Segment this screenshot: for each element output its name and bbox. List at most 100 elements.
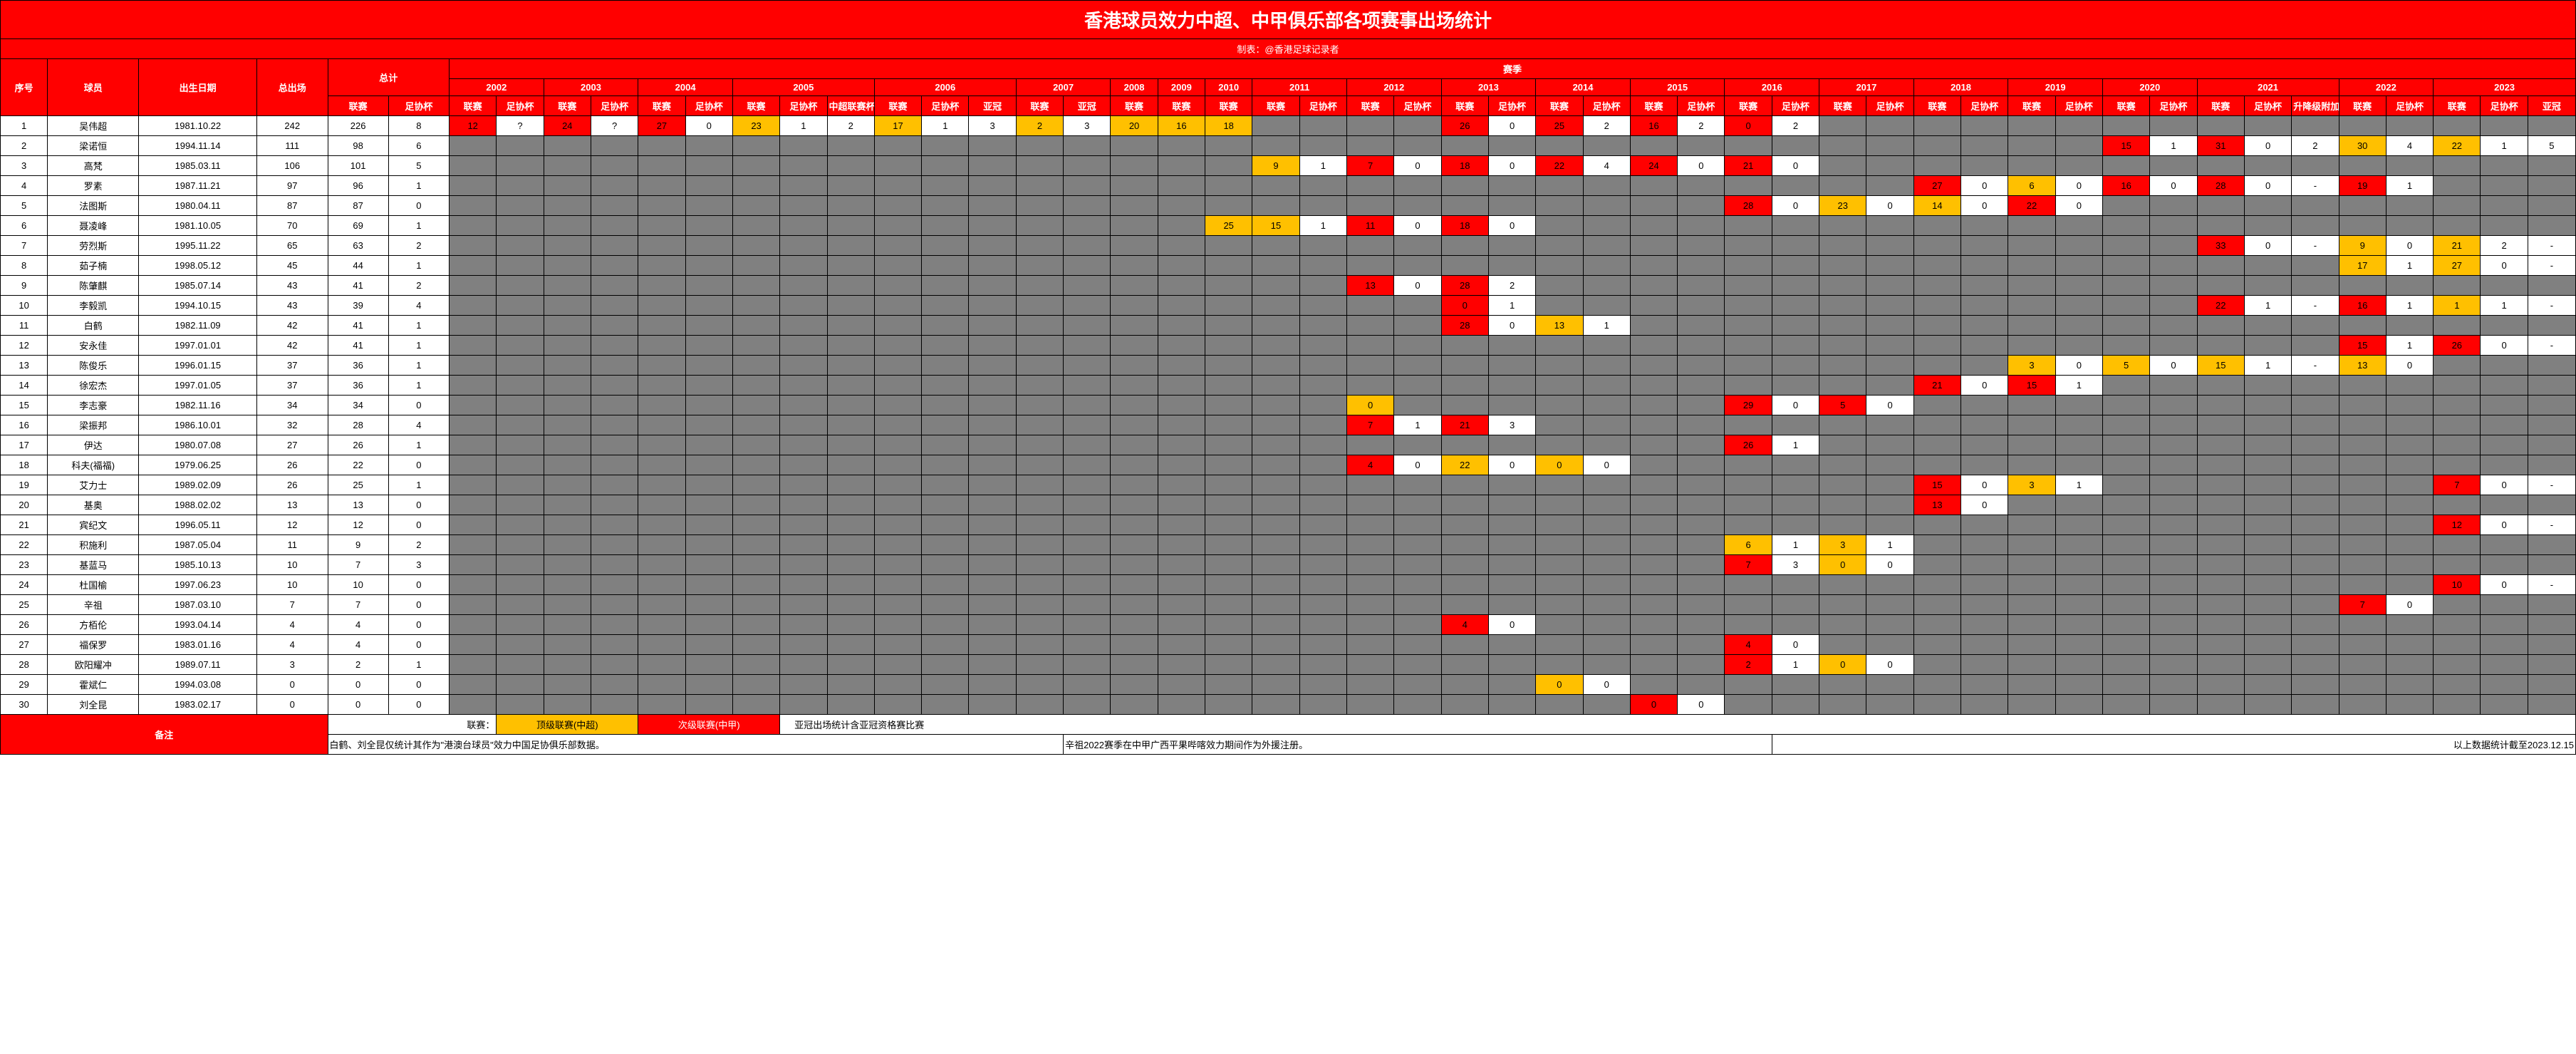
sub-2002-0: 联赛	[450, 96, 497, 116]
dob: 1998.05.12	[139, 256, 257, 276]
empty-cell	[2102, 495, 2149, 515]
empty-cell	[2434, 655, 2481, 675]
empty-cell	[1819, 415, 1866, 435]
empty-cell	[874, 356, 921, 376]
cell: 22	[1536, 156, 1583, 176]
empty-cell	[827, 196, 874, 216]
year-2017: 2017	[1819, 79, 1914, 96]
empty-cell	[544, 695, 591, 715]
empty-cell	[1346, 595, 1393, 615]
empty-cell	[1630, 256, 1677, 276]
empty-cell	[780, 555, 827, 575]
empty-cell	[2244, 655, 2291, 675]
empty-cell	[2197, 376, 2244, 396]
cell: 16	[2102, 176, 2149, 196]
empty-cell	[638, 695, 685, 715]
empty-cell	[544, 655, 591, 675]
empty-cell	[732, 595, 779, 615]
empty-cell	[1299, 116, 1346, 136]
sub-2006-2: 亚冠	[969, 96, 1016, 116]
empty-cell	[1630, 276, 1677, 296]
empty-cell	[1630, 415, 1677, 435]
empty-cell	[1111, 296, 1158, 316]
empty-cell	[2434, 455, 2481, 475]
empty-cell	[732, 136, 779, 156]
player-name: 罗素	[48, 176, 139, 196]
sum-cp: 0	[388, 595, 449, 615]
empty-cell	[1772, 336, 1819, 356]
year-2002: 2002	[450, 79, 544, 96]
empty-cell	[1536, 176, 1583, 196]
empty-cell	[969, 695, 1016, 715]
empty-cell	[1346, 376, 1393, 396]
cell: 24	[1630, 156, 1677, 176]
empty-cell	[1725, 475, 1772, 495]
empty-cell	[1016, 376, 1063, 396]
empty-cell	[1441, 575, 1488, 595]
empty-cell	[1630, 575, 1677, 595]
empty-cell	[1158, 575, 1205, 595]
empty-cell	[2008, 615, 2055, 635]
cell: 9	[2339, 236, 2386, 256]
empty-cell	[1630, 216, 1677, 236]
empty-cell	[1394, 495, 1441, 515]
cell: 0	[1725, 116, 1772, 136]
empty-cell	[1016, 675, 1063, 695]
empty-cell	[2339, 196, 2386, 216]
empty-cell	[2528, 695, 2575, 715]
empty-cell	[1819, 575, 1866, 595]
empty-cell	[2292, 675, 2339, 695]
empty-cell	[1158, 156, 1205, 176]
empty-cell	[1819, 356, 1866, 376]
empty-cell	[1866, 455, 1913, 475]
empty-cell	[2386, 455, 2433, 475]
empty-cell	[450, 296, 497, 316]
cell: -	[2292, 236, 2339, 256]
empty-cell	[2481, 595, 2528, 615]
empty-cell	[1205, 196, 1252, 216]
player-name: 安永佳	[48, 336, 139, 356]
empty-cell	[1772, 276, 1819, 296]
sum-lg: 22	[328, 455, 388, 475]
empty-cell	[1866, 236, 1913, 256]
empty-cell	[827, 336, 874, 356]
empty-cell	[2244, 495, 2291, 515]
empty-cell	[497, 515, 544, 535]
empty-cell	[1961, 655, 2008, 675]
idx: 18	[1, 455, 48, 475]
empty-cell	[1016, 396, 1063, 415]
empty-cell	[450, 435, 497, 455]
cell: -	[2528, 575, 2575, 595]
empty-cell	[1913, 316, 1960, 336]
empty-cell	[2434, 675, 2481, 695]
player-name: 陈肇麒	[48, 276, 139, 296]
empty-cell	[1583, 555, 1630, 575]
empty-cell	[732, 415, 779, 435]
empty-cell	[450, 515, 497, 535]
empty-cell	[1961, 555, 2008, 575]
empty-cell	[874, 216, 921, 236]
empty-cell	[780, 455, 827, 475]
cell: 0	[1961, 495, 2008, 515]
cell: 0	[1583, 675, 1630, 695]
empty-cell	[1725, 316, 1772, 336]
empty-cell	[1252, 136, 1299, 156]
empty-cell	[1299, 136, 1346, 156]
empty-cell	[922, 595, 969, 615]
empty-cell	[591, 575, 638, 595]
empty-cell	[922, 376, 969, 396]
empty-cell	[1064, 356, 1111, 376]
sum-lg: 4	[328, 635, 388, 655]
cell: 0	[1630, 695, 1677, 715]
empty-cell	[1819, 635, 1866, 655]
empty-cell	[1205, 156, 1252, 176]
empty-cell	[2528, 176, 2575, 196]
empty-cell	[1158, 376, 1205, 396]
cell: 4	[1346, 455, 1393, 475]
empty-cell	[1299, 455, 1346, 475]
empty-cell	[1961, 236, 2008, 256]
empty-cell	[450, 615, 497, 635]
empty-cell	[1346, 555, 1393, 575]
empty-cell	[1205, 555, 1252, 575]
empty-cell	[827, 615, 874, 635]
